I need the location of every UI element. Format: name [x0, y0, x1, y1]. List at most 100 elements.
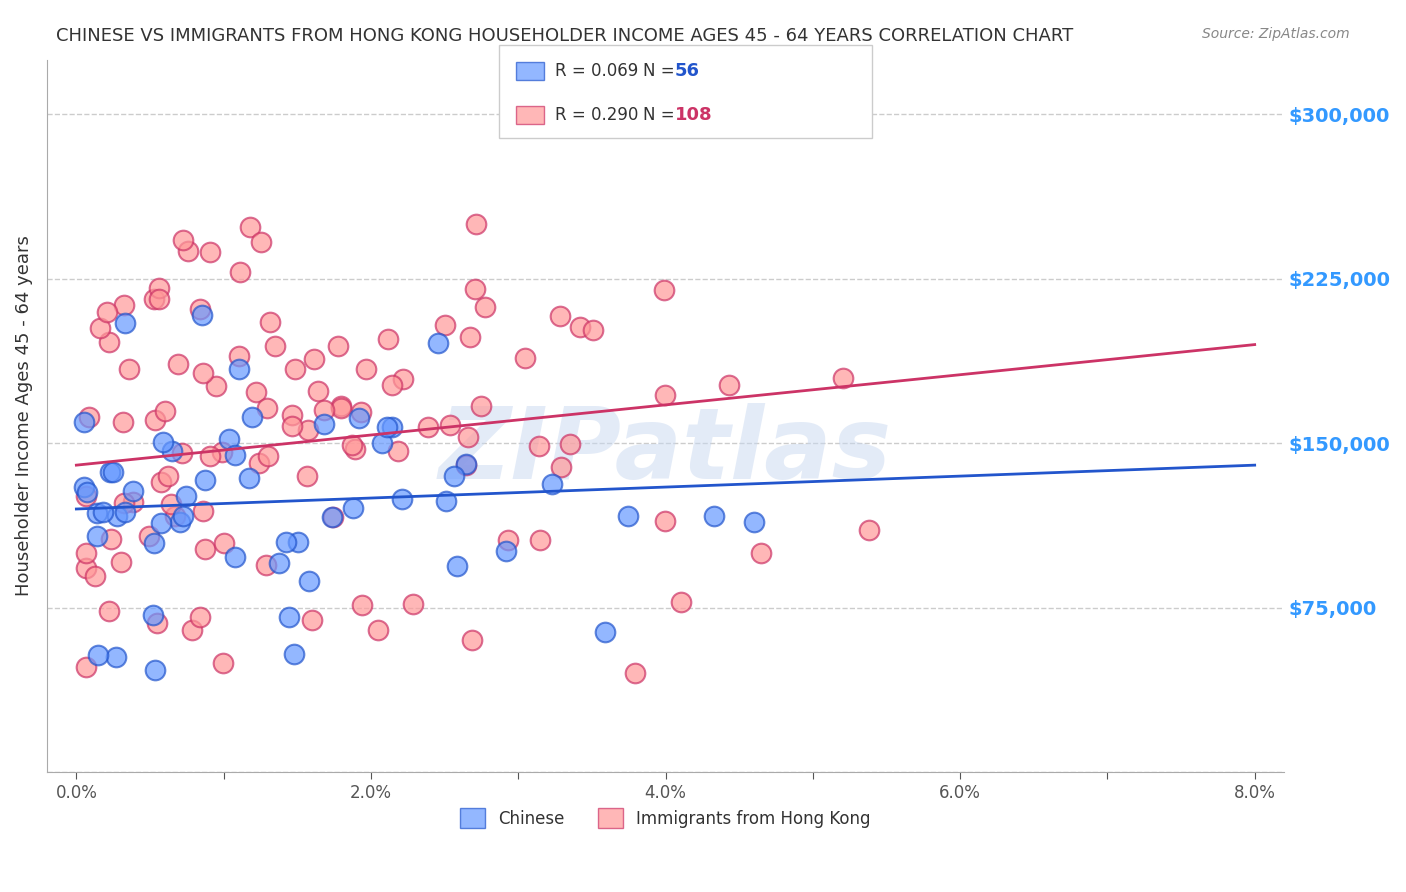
- Point: [112, 297, 135, 311]
- Point: [176, 489, 198, 503]
- Point: [190, 610, 212, 624]
- Point: [297, 423, 319, 437]
- Point: [249, 235, 271, 249]
- Point: [73, 415, 96, 429]
- Point: [224, 449, 246, 463]
- Point: [238, 471, 260, 485]
- Point: [172, 446, 194, 460]
- Point: [150, 516, 173, 530]
- Point: [114, 317, 136, 331]
- Point: [269, 556, 291, 570]
- Point: [169, 515, 191, 529]
- Point: [211, 444, 233, 458]
- Point: [163, 509, 186, 524]
- Point: [256, 401, 278, 416]
- Point: [550, 460, 572, 475]
- Point: [86, 529, 108, 543]
- Point: [458, 329, 481, 343]
- Point: [387, 444, 409, 458]
- Point: [142, 607, 165, 622]
- Point: [354, 361, 377, 376]
- Point: [114, 505, 136, 519]
- Point: [416, 420, 439, 434]
- Point: [456, 458, 478, 472]
- Point: [375, 420, 398, 434]
- Point: [495, 544, 517, 558]
- Point: [98, 604, 121, 618]
- Point: [513, 351, 536, 366]
- Text: N =: N =: [643, 106, 679, 124]
- Point: [194, 473, 217, 487]
- Point: [229, 265, 252, 279]
- Point: [177, 244, 200, 258]
- Point: [347, 411, 370, 425]
- Point: [446, 558, 468, 573]
- Point: [121, 484, 143, 499]
- Point: [149, 475, 172, 489]
- Point: [264, 339, 287, 353]
- Point: [172, 509, 194, 524]
- Point: [322, 510, 344, 524]
- Point: [143, 292, 166, 306]
- Point: [145, 413, 167, 427]
- Point: [198, 244, 221, 259]
- Point: [98, 335, 121, 350]
- Point: [456, 458, 478, 473]
- Text: R = 0.069: R = 0.069: [555, 62, 638, 79]
- Point: [142, 536, 165, 550]
- Point: [191, 366, 214, 380]
- Point: [159, 497, 181, 511]
- Point: [110, 555, 132, 569]
- Point: [188, 301, 211, 316]
- Point: [434, 318, 457, 332]
- Point: [228, 349, 250, 363]
- Point: [350, 405, 373, 419]
- Point: [717, 378, 740, 392]
- Point: [160, 443, 183, 458]
- Point: [624, 666, 647, 681]
- Point: [75, 561, 97, 575]
- Point: [541, 477, 564, 491]
- Point: [117, 361, 139, 376]
- Point: [558, 437, 581, 451]
- Point: [367, 623, 389, 637]
- Point: [654, 514, 676, 528]
- Point: [307, 384, 329, 399]
- Point: [669, 595, 692, 609]
- Point: [370, 436, 392, 450]
- Point: [156, 468, 179, 483]
- Point: [312, 417, 335, 431]
- Point: [145, 663, 167, 677]
- Point: [434, 494, 457, 508]
- Point: [287, 535, 309, 549]
- Point: [212, 656, 235, 670]
- Point: [652, 283, 675, 297]
- Text: R = 0.290: R = 0.290: [555, 106, 638, 124]
- Point: [75, 490, 97, 504]
- Point: [191, 503, 214, 517]
- Point: [122, 495, 145, 509]
- Point: [105, 650, 128, 665]
- Point: [228, 362, 250, 376]
- Point: [105, 509, 128, 524]
- Point: [749, 546, 772, 560]
- Point: [194, 542, 217, 557]
- Point: [377, 332, 399, 346]
- Point: [86, 506, 108, 520]
- Point: [302, 351, 325, 366]
- Point: [858, 524, 880, 538]
- Point: [167, 357, 190, 371]
- Point: [83, 569, 105, 583]
- Point: [101, 465, 124, 479]
- Point: [247, 456, 270, 470]
- Point: [152, 435, 174, 450]
- Point: [461, 632, 484, 647]
- Point: [392, 372, 415, 386]
- Point: [191, 308, 214, 322]
- Point: [274, 534, 297, 549]
- Point: [832, 371, 855, 385]
- Point: [96, 305, 118, 319]
- Point: [245, 385, 267, 400]
- Point: [254, 558, 277, 573]
- Text: 56: 56: [675, 62, 700, 79]
